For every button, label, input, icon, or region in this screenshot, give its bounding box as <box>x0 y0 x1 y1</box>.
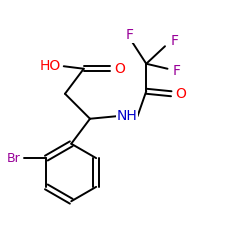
Text: O: O <box>175 87 186 101</box>
Text: F: F <box>170 34 178 48</box>
Text: NH: NH <box>116 109 138 123</box>
Text: Br: Br <box>6 152 20 164</box>
Text: HO: HO <box>40 59 60 73</box>
Text: F: F <box>173 64 181 78</box>
Text: F: F <box>126 28 134 42</box>
Text: O: O <box>114 62 125 76</box>
